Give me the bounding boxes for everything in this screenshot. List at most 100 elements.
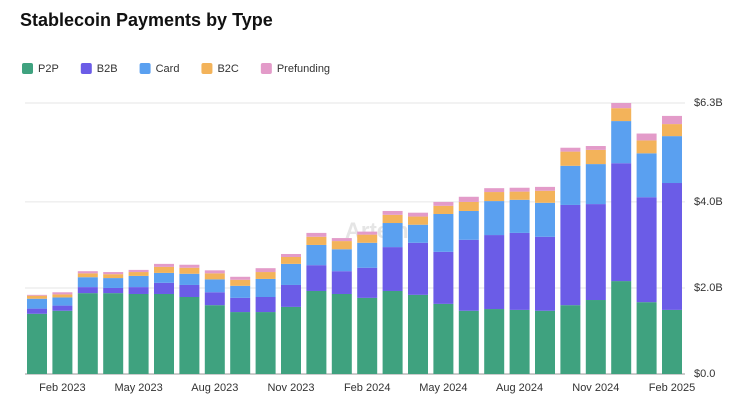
bar-segment	[560, 204, 581, 306]
x-tick-label: May 2024	[419, 382, 467, 394]
bar-segment	[77, 277, 98, 288]
bar-segment	[306, 236, 327, 245]
bar-segment	[585, 300, 606, 374]
bar-segment	[103, 272, 124, 275]
bar-segment	[560, 147, 581, 152]
x-tick-label: May 2023	[114, 382, 162, 394]
bar-segment	[204, 279, 225, 293]
bar-segment	[27, 308, 47, 314]
bar-segment	[458, 196, 479, 202]
legend-label: B2C	[217, 63, 238, 75]
bar-segment	[154, 263, 174, 267]
bar-segment	[128, 275, 149, 288]
bar-segment	[255, 272, 276, 279]
bar-segment	[331, 249, 352, 272]
x-tick-label: Nov 2023	[267, 382, 314, 394]
bar-segment	[154, 272, 174, 283]
bar-segment	[230, 312, 251, 374]
bar-segment	[103, 278, 124, 288]
y-tick-label: $4.0B	[694, 196, 723, 208]
bar-segment	[204, 292, 225, 306]
bar-segment	[433, 213, 454, 252]
x-tick-label: Aug 2023	[191, 382, 238, 394]
bar-segment	[585, 164, 606, 205]
bar-segment	[52, 297, 73, 306]
bar-segment	[204, 270, 225, 274]
bar-segment	[230, 297, 251, 313]
bar-segment	[611, 108, 632, 122]
chart-title: Stablecoin Payments by Type	[20, 10, 273, 30]
bar-segment	[103, 274, 124, 279]
bar-segment	[331, 271, 352, 294]
bar-segment	[408, 212, 428, 217]
bar-segment	[255, 297, 276, 313]
bar-segment	[27, 313, 47, 374]
bar-segment	[484, 309, 505, 374]
bar-segment	[27, 294, 47, 296]
x-tick-label: Aug 2024	[496, 382, 543, 394]
x-tick-label: Feb 2023	[39, 382, 85, 394]
bar-segment	[230, 285, 251, 298]
bar-segment	[662, 183, 682, 310]
bar-segment	[128, 269, 149, 273]
bar-segment	[382, 290, 403, 374]
bar-segment	[357, 231, 378, 235]
bar-segment	[636, 197, 657, 303]
bar-segment	[535, 236, 555, 311]
bar-segment	[255, 278, 276, 298]
bar-segment	[458, 210, 479, 240]
x-tick-label: Nov 2024	[572, 382, 619, 394]
bar-segment	[357, 242, 378, 268]
bar-segment	[585, 146, 606, 150]
bar-segment	[509, 191, 530, 200]
bar-segment	[103, 293, 124, 374]
bar-segment	[230, 279, 251, 286]
bar-segment	[408, 216, 428, 225]
legend-swatch	[201, 63, 213, 74]
bar-segment	[281, 306, 301, 374]
bar-segment	[382, 210, 403, 215]
bar-segment	[306, 265, 327, 291]
bar-segment	[585, 204, 606, 301]
bar-segment	[357, 267, 378, 298]
bar-segment	[179, 297, 200, 374]
bar-segment	[458, 310, 479, 374]
bar-segment	[560, 305, 581, 374]
bar-segment	[128, 293, 149, 374]
bar-segment	[204, 305, 225, 374]
bar-segment	[662, 124, 682, 137]
legend-label: Card	[156, 63, 180, 75]
bar-segment	[509, 199, 530, 233]
bar-segment	[306, 290, 327, 374]
bar-segment	[77, 293, 98, 374]
bar-segment	[484, 188, 505, 193]
bar-segment	[433, 205, 454, 214]
bar-segment	[306, 244, 327, 266]
bar-segment	[331, 238, 352, 242]
bar-segment	[27, 295, 47, 299]
bar-segment	[52, 292, 73, 295]
bar-segment	[27, 298, 47, 309]
bar-segment	[77, 273, 98, 278]
bar-segment	[560, 151, 581, 166]
bar-segment	[306, 232, 327, 237]
bar-segment	[611, 281, 632, 374]
bar-segment	[331, 293, 352, 374]
bar-segment	[636, 302, 657, 374]
legend-swatch	[80, 63, 92, 74]
bar-segment	[408, 224, 428, 243]
bar-segment	[77, 271, 98, 274]
bar-segment	[382, 214, 403, 224]
bar-segment	[103, 287, 124, 294]
y-tick-label: $2.0B	[694, 282, 723, 294]
bar-segment	[179, 264, 200, 268]
bar-segment	[585, 149, 606, 165]
bar-segment	[484, 201, 505, 236]
bar-segment	[52, 310, 73, 374]
bar-segment	[662, 309, 682, 374]
bar-segment	[179, 273, 200, 285]
bar-segment	[636, 153, 657, 198]
bar-segment	[179, 284, 200, 298]
bar-segment	[458, 239, 479, 311]
